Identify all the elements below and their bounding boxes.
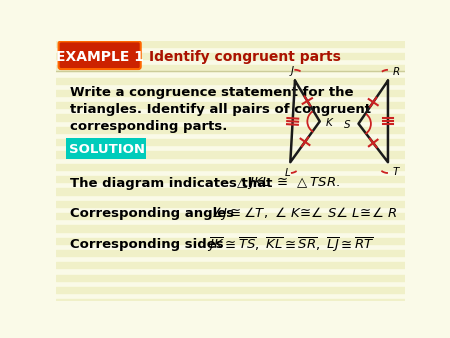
Bar xyxy=(56,225,405,232)
Text: T: T xyxy=(392,167,399,177)
Bar xyxy=(56,262,405,268)
Bar xyxy=(56,324,405,330)
Text: SOLUTION: SOLUTION xyxy=(68,143,144,155)
Text: R: R xyxy=(392,67,400,77)
Bar xyxy=(56,275,405,281)
Text: corresponding parts.: corresponding parts. xyxy=(70,120,228,133)
FancyBboxPatch shape xyxy=(58,41,141,69)
Bar xyxy=(56,53,405,59)
Bar xyxy=(56,77,405,84)
Bar xyxy=(56,250,405,256)
Bar xyxy=(56,188,405,195)
Text: Write a congruence statement for the: Write a congruence statement for the xyxy=(70,87,354,99)
Text: Corresponding angles: Corresponding angles xyxy=(70,207,234,220)
Bar xyxy=(56,336,405,338)
Text: $\triangle JKL\ \cong\ \triangle TSR.$: $\triangle JKL\ \cong\ \triangle TSR.$ xyxy=(234,175,341,191)
Text: Corresponding sides: Corresponding sides xyxy=(70,238,224,251)
Text: EXAMPLE 1: EXAMPLE 1 xyxy=(56,50,144,64)
Bar xyxy=(56,164,405,170)
Bar xyxy=(56,90,405,96)
Bar xyxy=(56,127,405,133)
FancyBboxPatch shape xyxy=(66,138,146,159)
Bar xyxy=(56,65,405,71)
Bar xyxy=(56,201,405,207)
Text: The diagram indicates that: The diagram indicates that xyxy=(70,176,273,190)
Bar xyxy=(56,102,405,108)
Bar xyxy=(56,176,405,182)
Bar xyxy=(56,312,405,318)
Bar xyxy=(56,115,405,121)
Bar xyxy=(56,151,405,158)
Text: K: K xyxy=(326,118,333,128)
Text: L: L xyxy=(284,168,290,178)
Bar xyxy=(56,238,405,244)
Bar xyxy=(56,139,405,145)
Bar xyxy=(56,213,405,219)
Text: S: S xyxy=(344,120,351,130)
Text: $\overline{JK}\cong\overline{TS},\ \overline{KL}\cong\overline{SR},\ \overline{L: $\overline{JK}\cong\overline{TS},\ \over… xyxy=(207,236,375,254)
Text: $\angle J \cong \angle T,\ \angle\ K\!\cong\!\angle\ S\angle\ L\!\cong\!\angle\ : $\angle J \cong \angle T,\ \angle\ K\!\c… xyxy=(211,205,397,222)
Bar xyxy=(56,41,405,47)
Bar xyxy=(56,299,405,306)
Text: triangles. Identify all pairs of congruent: triangles. Identify all pairs of congrue… xyxy=(70,103,371,116)
Text: J: J xyxy=(290,66,293,76)
Text: Identify congruent parts: Identify congruent parts xyxy=(149,50,341,64)
Bar xyxy=(56,287,405,293)
